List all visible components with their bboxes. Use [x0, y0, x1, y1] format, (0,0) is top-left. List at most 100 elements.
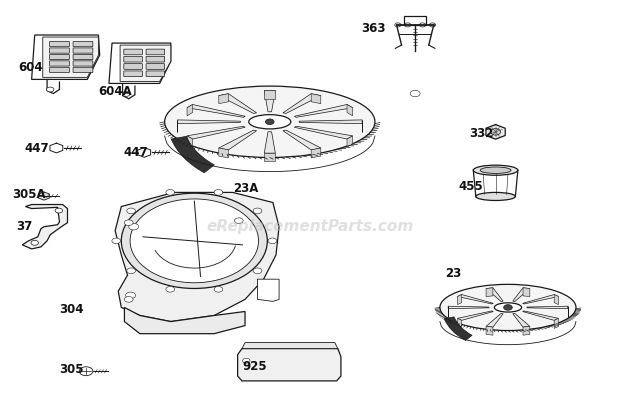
- Wedge shape: [444, 317, 472, 341]
- Circle shape: [112, 238, 120, 244]
- Polygon shape: [311, 148, 321, 158]
- Polygon shape: [523, 294, 559, 304]
- Circle shape: [395, 23, 401, 27]
- Polygon shape: [125, 307, 245, 334]
- Polygon shape: [22, 205, 68, 249]
- Ellipse shape: [165, 86, 375, 158]
- Polygon shape: [294, 126, 353, 139]
- Polygon shape: [283, 130, 321, 150]
- Circle shape: [125, 220, 133, 226]
- Polygon shape: [242, 343, 338, 349]
- Circle shape: [242, 358, 250, 363]
- FancyBboxPatch shape: [50, 67, 69, 72]
- Polygon shape: [264, 90, 275, 98]
- Ellipse shape: [440, 284, 576, 330]
- Polygon shape: [458, 318, 462, 328]
- Polygon shape: [513, 288, 530, 301]
- Circle shape: [127, 208, 135, 214]
- Circle shape: [122, 193, 267, 288]
- Text: 455: 455: [458, 180, 483, 193]
- Polygon shape: [347, 136, 353, 147]
- Text: 305A: 305A: [12, 188, 45, 201]
- Polygon shape: [187, 126, 246, 139]
- Circle shape: [55, 208, 63, 213]
- Polygon shape: [347, 104, 353, 116]
- FancyBboxPatch shape: [50, 48, 69, 53]
- Polygon shape: [264, 132, 275, 153]
- Polygon shape: [458, 311, 494, 320]
- Polygon shape: [513, 313, 530, 327]
- Polygon shape: [486, 326, 493, 335]
- Text: 304: 304: [60, 303, 84, 316]
- Polygon shape: [486, 313, 503, 327]
- Circle shape: [253, 268, 262, 274]
- FancyBboxPatch shape: [73, 54, 93, 60]
- Circle shape: [126, 292, 136, 298]
- Circle shape: [253, 208, 262, 214]
- Circle shape: [410, 90, 420, 97]
- FancyBboxPatch shape: [50, 61, 69, 66]
- Polygon shape: [554, 294, 559, 305]
- FancyBboxPatch shape: [50, 54, 69, 60]
- Polygon shape: [294, 104, 353, 117]
- Circle shape: [503, 305, 512, 310]
- Polygon shape: [283, 94, 321, 113]
- Text: 23A: 23A: [232, 182, 258, 195]
- Ellipse shape: [480, 167, 511, 173]
- Polygon shape: [219, 148, 228, 158]
- Polygon shape: [187, 104, 193, 116]
- Circle shape: [430, 23, 436, 27]
- Circle shape: [420, 23, 426, 27]
- Text: 37: 37: [16, 220, 32, 233]
- FancyBboxPatch shape: [73, 48, 93, 53]
- Polygon shape: [264, 90, 275, 112]
- Text: 604A: 604A: [99, 85, 132, 98]
- Polygon shape: [257, 279, 279, 301]
- Polygon shape: [187, 136, 193, 147]
- Text: 925: 925: [242, 360, 267, 373]
- Circle shape: [127, 268, 135, 274]
- FancyBboxPatch shape: [73, 41, 93, 47]
- Ellipse shape: [249, 115, 291, 129]
- Text: 604: 604: [18, 61, 43, 74]
- Circle shape: [214, 286, 223, 292]
- Wedge shape: [171, 136, 215, 173]
- FancyBboxPatch shape: [124, 71, 143, 77]
- FancyBboxPatch shape: [73, 67, 93, 72]
- Circle shape: [130, 199, 259, 283]
- Circle shape: [166, 190, 174, 195]
- Circle shape: [123, 92, 130, 96]
- Bar: [404, 16, 427, 25]
- Circle shape: [490, 129, 500, 135]
- FancyBboxPatch shape: [73, 61, 93, 66]
- Polygon shape: [219, 94, 257, 113]
- Polygon shape: [458, 294, 462, 305]
- FancyBboxPatch shape: [146, 71, 165, 77]
- Polygon shape: [177, 120, 241, 124]
- Circle shape: [265, 119, 274, 125]
- Polygon shape: [237, 349, 341, 381]
- Polygon shape: [109, 43, 171, 83]
- Polygon shape: [523, 326, 530, 335]
- FancyBboxPatch shape: [146, 64, 165, 69]
- FancyBboxPatch shape: [50, 41, 69, 47]
- Polygon shape: [458, 294, 494, 304]
- Polygon shape: [523, 288, 530, 296]
- Circle shape: [166, 286, 174, 292]
- Circle shape: [268, 238, 277, 244]
- FancyBboxPatch shape: [146, 49, 165, 55]
- Polygon shape: [527, 306, 568, 309]
- Polygon shape: [486, 125, 505, 139]
- Polygon shape: [311, 94, 321, 104]
- Ellipse shape: [494, 303, 521, 312]
- FancyBboxPatch shape: [124, 49, 143, 55]
- Polygon shape: [120, 45, 171, 81]
- Polygon shape: [187, 104, 246, 117]
- Polygon shape: [32, 35, 100, 79]
- Text: 332: 332: [469, 128, 494, 141]
- Circle shape: [125, 296, 133, 302]
- Polygon shape: [264, 153, 275, 161]
- Circle shape: [79, 367, 93, 376]
- Ellipse shape: [473, 165, 518, 175]
- Ellipse shape: [476, 192, 515, 200]
